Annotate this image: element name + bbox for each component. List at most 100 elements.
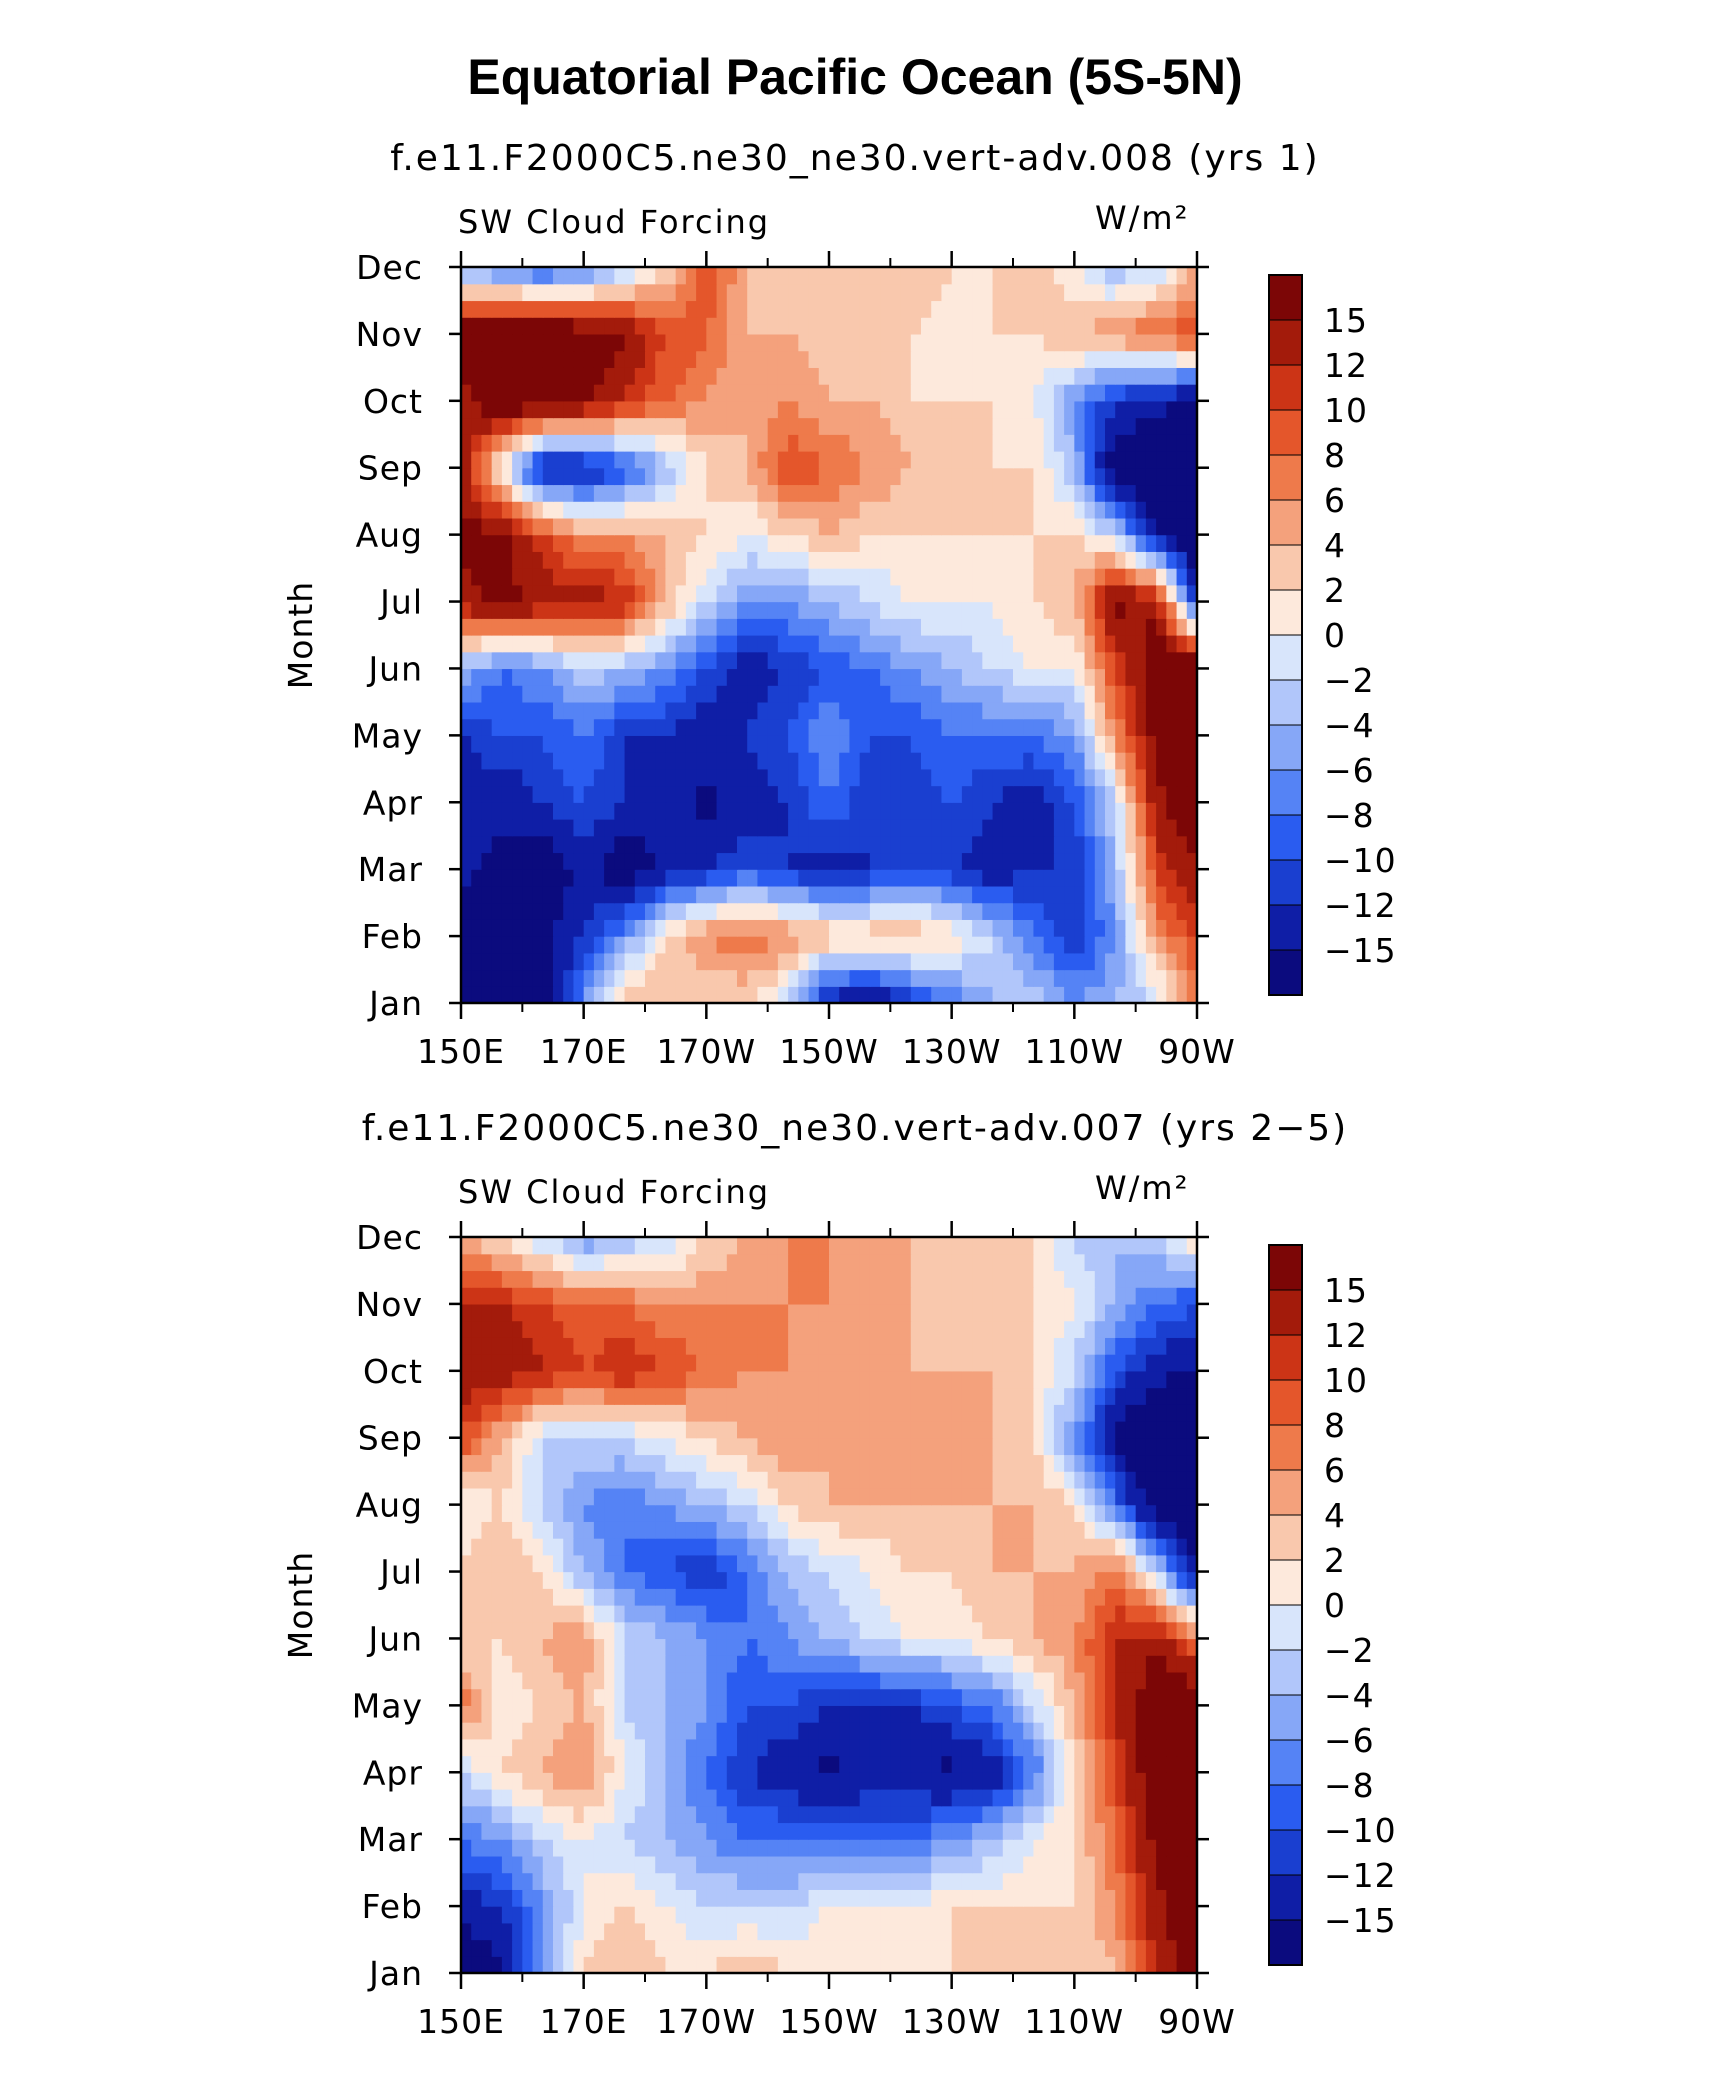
heatmap-cell [1053, 1605, 1065, 1623]
heatmap-cell [675, 1922, 687, 1941]
heatmap-cell [818, 835, 830, 854]
heatmap-cell [910, 919, 922, 937]
heatmap-cell [604, 1872, 615, 1890]
heatmap-cell [1074, 651, 1086, 670]
heatmap-cell [869, 1772, 881, 1790]
heatmap-cell [1043, 1638, 1055, 1656]
heatmap-cell [1064, 1688, 1075, 1706]
heatmap-cell [1176, 551, 1188, 569]
heatmap-cell [859, 802, 871, 820]
heatmap-cell [829, 1655, 840, 1673]
heatmap-cell [726, 635, 738, 653]
heatmap-cell [880, 1939, 891, 1957]
heatmap-cell [1115, 534, 1127, 552]
heatmap-cell [501, 1638, 513, 1656]
heatmap-cell [818, 551, 830, 569]
heatmap-cell [992, 835, 1004, 854]
heatmap-cell [1043, 718, 1055, 736]
heatmap-cell [1023, 1855, 1035, 1874]
heatmap-cell [1074, 986, 1086, 1004]
heatmap-cell [849, 936, 861, 954]
heatmap-cell [512, 584, 523, 603]
heatmap-cell [593, 1889, 605, 1907]
heatmap-cell [982, 735, 994, 753]
heatmap-cell [880, 1588, 891, 1606]
heatmap-cell [501, 735, 513, 753]
heatmap-cell [1156, 1839, 1167, 1857]
heatmap-cell [716, 1855, 728, 1874]
heatmap-cell [634, 1956, 646, 1974]
heatmap-cell [900, 668, 912, 686]
heatmap-cell [726, 1956, 738, 1974]
heatmap-cell [859, 1722, 871, 1740]
heatmap-cell [798, 1855, 810, 1874]
heatmap-cell [757, 451, 769, 469]
heatmap-cell [706, 467, 718, 486]
heatmap-cell [1064, 568, 1075, 586]
heatmap-cell [696, 1722, 707, 1740]
heatmap-cell [1084, 835, 1096, 854]
heatmap-cell [788, 1588, 799, 1606]
heatmap-cell [992, 501, 1004, 519]
heatmap-cell [532, 735, 544, 753]
heatmap-cell [706, 1772, 718, 1790]
heatmap-cell [818, 1772, 830, 1790]
heatmap-cell [1125, 1621, 1137, 1640]
heatmap-cell [880, 1789, 891, 1807]
heatmap-cell [1125, 651, 1137, 670]
heatmap-cell [1023, 618, 1035, 636]
heatmap-cell [788, 986, 799, 1004]
heatmap-cell [1105, 1738, 1116, 1757]
heatmap-cell [685, 668, 697, 686]
heatmap-cell [645, 551, 656, 569]
heatmap-cell [491, 451, 503, 469]
heatmap-cell [1176, 1705, 1188, 1723]
heatmap-cell [461, 467, 472, 486]
heatmap-cell [634, 434, 646, 452]
heatmap-cell [747, 701, 759, 720]
heatmap-cell [1033, 1956, 1045, 1974]
heatmap-cell [706, 685, 718, 703]
heatmap-cell [532, 534, 544, 552]
heatmap-cell [726, 534, 738, 552]
heatmap-cell [624, 785, 636, 803]
heatmap-cell [1166, 601, 1178, 619]
heatmap-cell [542, 534, 554, 552]
heatmap-cell [675, 1638, 687, 1656]
heatmap-cell [1074, 601, 1086, 619]
heatmap-cell [1094, 1855, 1106, 1874]
heatmap-cell [1156, 802, 1167, 820]
heatmap-cell [1023, 1705, 1035, 1723]
heatmap-cell [880, 768, 891, 787]
heatmap-cell [461, 417, 472, 435]
heatmap-cell [593, 1922, 605, 1941]
heatmap-cell [900, 1889, 912, 1907]
heatmap-cell [992, 618, 1004, 636]
heatmap-cell [788, 551, 799, 569]
heatmap-cell [1074, 1906, 1086, 1924]
heatmap-cell [1043, 1889, 1055, 1907]
heatmap-cell [982, 718, 994, 736]
heatmap-cell [972, 952, 983, 971]
heatmap-cell [675, 1805, 687, 1824]
heatmap-cell [1023, 885, 1035, 904]
heatmap-cell [1084, 568, 1096, 586]
heatmap-cell [931, 1688, 943, 1706]
heatmap-cell [501, 434, 513, 452]
heatmap-cell [1094, 1839, 1106, 1857]
heatmap-cell [1064, 902, 1075, 920]
heatmap-cell [491, 400, 503, 419]
heatmap-cell [931, 735, 943, 753]
heatmap-cell [665, 752, 677, 770]
heatmap-cell [685, 752, 697, 770]
heatmap-cell [788, 501, 799, 519]
heatmap-cell [624, 501, 636, 519]
heatmap-cell [767, 1872, 779, 1890]
heatmap-cell [583, 501, 595, 519]
heatmap-cell [1084, 1805, 1096, 1824]
heatmap-cell [501, 785, 513, 803]
heatmap-cell [849, 919, 861, 937]
heatmap-cell [890, 1906, 902, 1924]
heatmap-cell [1043, 400, 1055, 419]
heatmap-cell [798, 1588, 810, 1606]
